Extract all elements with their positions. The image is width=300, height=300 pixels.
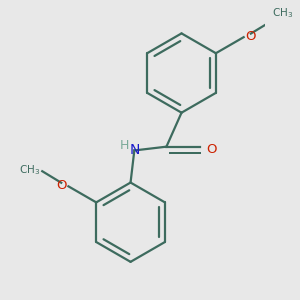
Text: CH$_3$: CH$_3$	[19, 164, 40, 177]
Text: O: O	[246, 30, 256, 43]
Text: H: H	[119, 139, 129, 152]
Text: O: O	[206, 143, 217, 156]
Text: N: N	[129, 143, 140, 158]
Text: CH$_3$: CH$_3$	[272, 6, 293, 20]
Text: O: O	[56, 179, 67, 192]
